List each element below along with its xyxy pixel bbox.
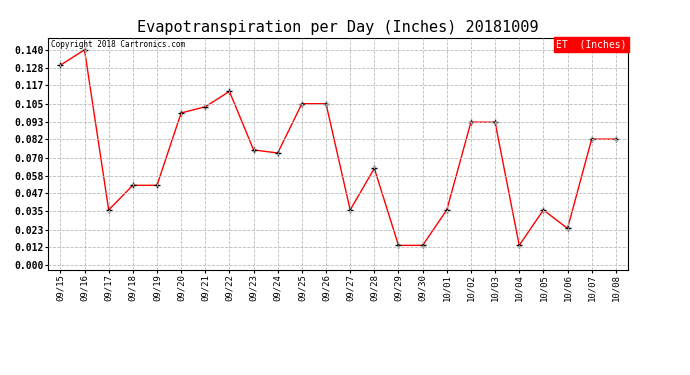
Text: Copyright 2018 Cartronics.com: Copyright 2018 Cartronics.com xyxy=(51,40,186,49)
Title: Evapotranspiration per Day (Inches) 20181009: Evapotranspiration per Day (Inches) 2018… xyxy=(137,20,539,35)
Text: ET  (Inches): ET (Inches) xyxy=(556,40,627,50)
